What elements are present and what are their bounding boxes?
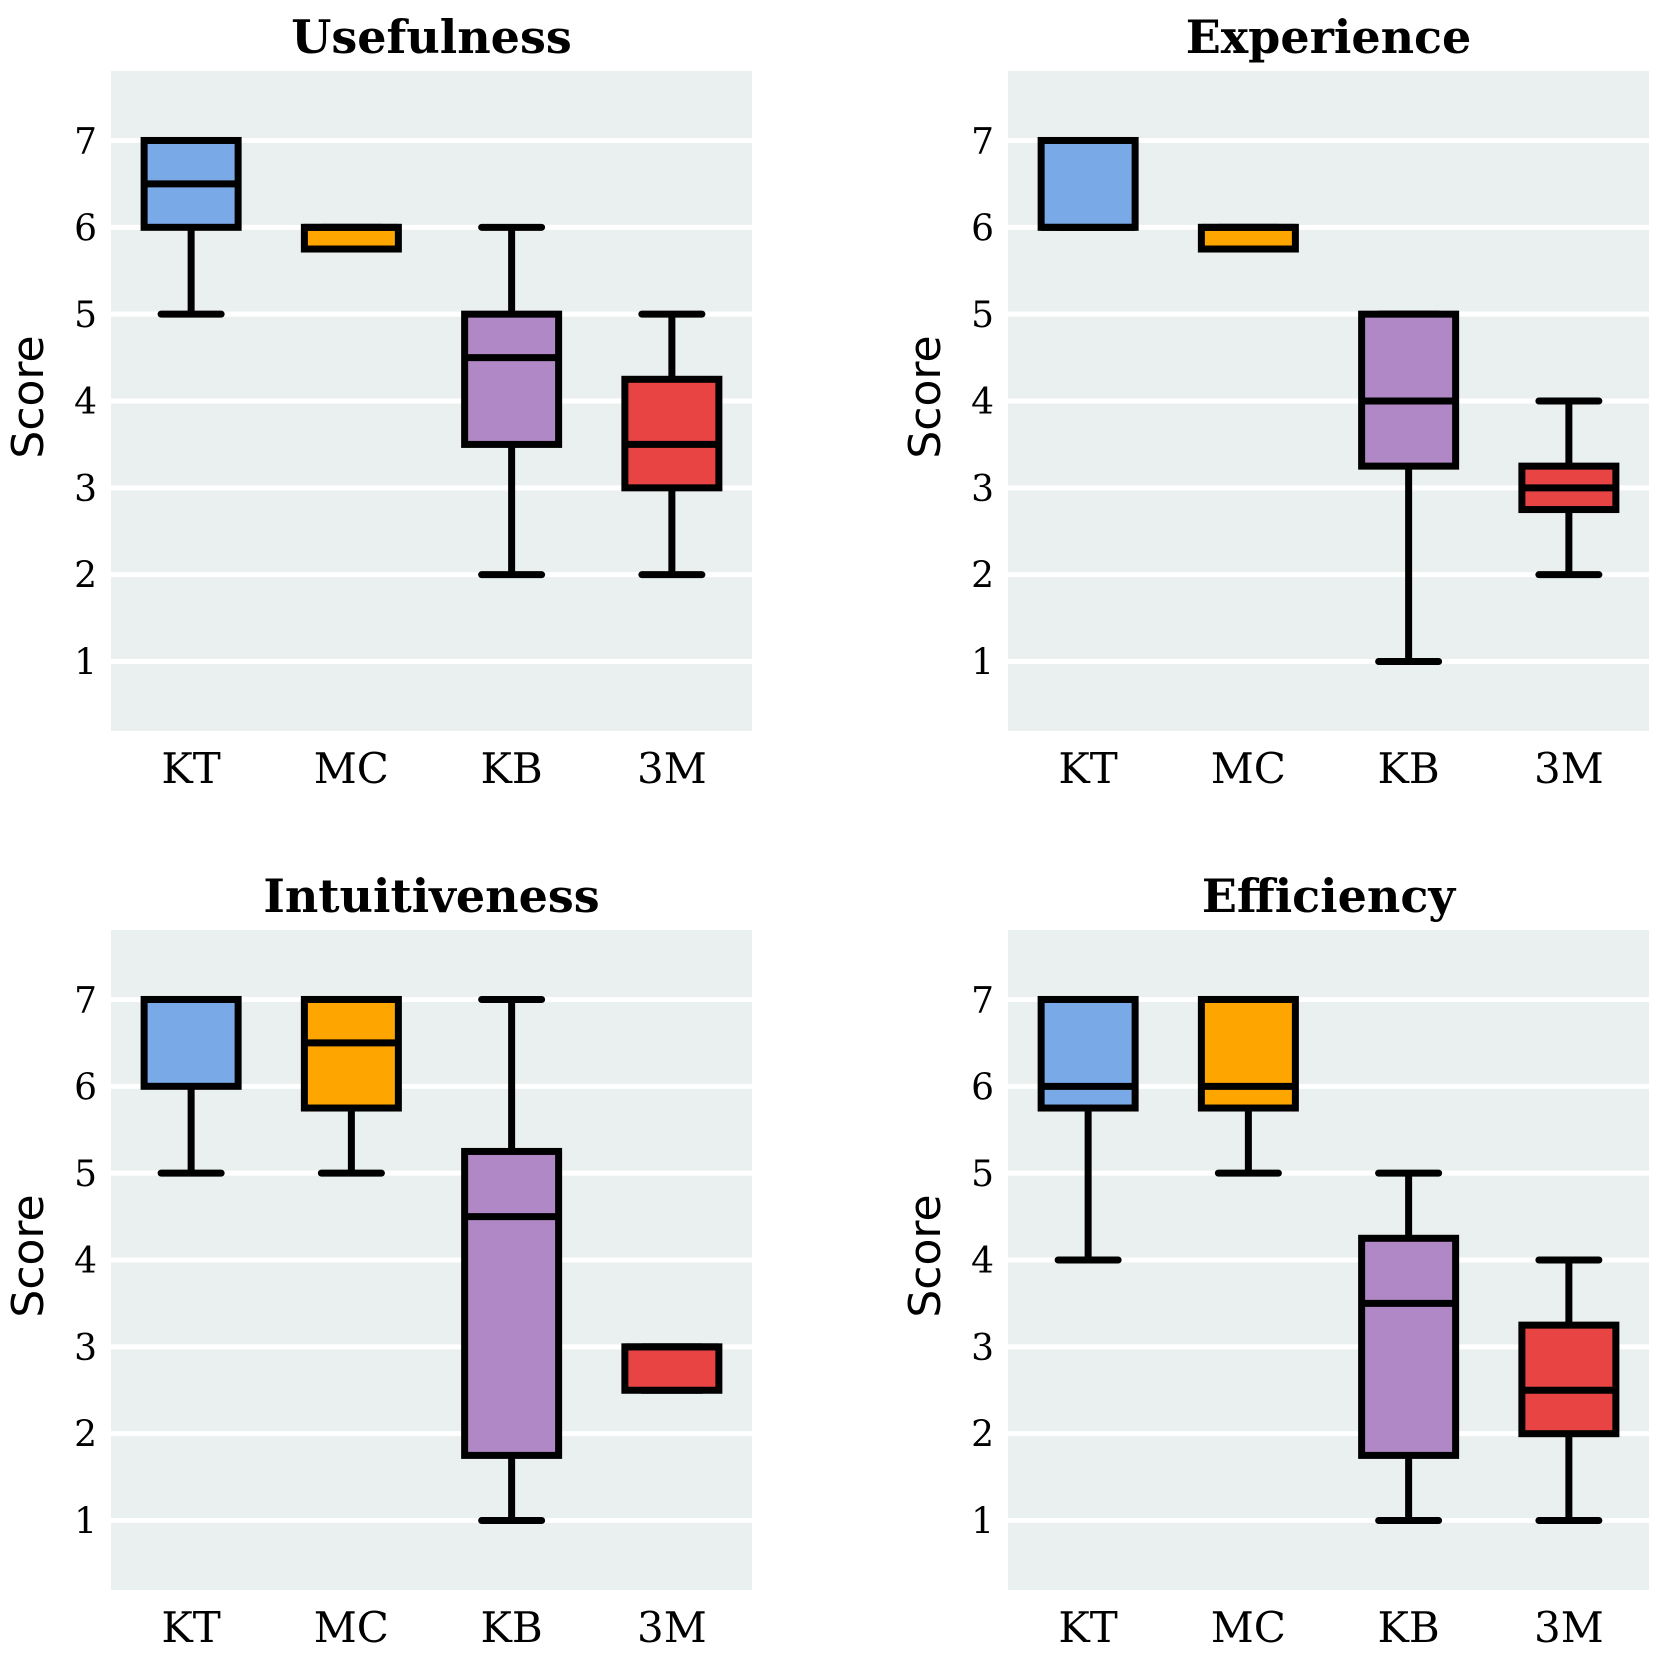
box-kt bbox=[1037, 136, 1139, 231]
y-tick-label: 5 bbox=[971, 295, 994, 336]
y-axis-label: Score bbox=[3, 1194, 54, 1317]
y-tick-label: 5 bbox=[74, 295, 97, 336]
y-tick-label: 4 bbox=[74, 1241, 97, 1282]
y-axis-label: Score bbox=[3, 335, 54, 458]
x-tick-label: KB bbox=[481, 1603, 543, 1652]
box-3m bbox=[1518, 397, 1620, 579]
box-body bbox=[1197, 995, 1299, 1112]
x-tick-label: MC bbox=[314, 1603, 389, 1652]
y-tick-label: 5 bbox=[74, 1154, 97, 1195]
chart-panel-efficiency: 1 2 3 4 5 6 7 KT MC KB 3M Efficiency Score bbox=[900, 869, 1649, 1652]
y-axis-label: Score bbox=[900, 335, 951, 458]
y-tick-label: 2 bbox=[74, 1415, 97, 1456]
y-tick-label: 6 bbox=[74, 208, 97, 249]
box-kb bbox=[1358, 1169, 1460, 1525]
y-tick-label: 6 bbox=[971, 208, 994, 249]
panel-title: Experience bbox=[1186, 10, 1472, 64]
y-tick-label: 3 bbox=[74, 1328, 97, 1369]
box-mc bbox=[300, 223, 402, 253]
box-body bbox=[1518, 1321, 1620, 1438]
y-tick-label: 7 bbox=[74, 980, 97, 1021]
x-tick-label: KT bbox=[1058, 1603, 1117, 1652]
panel-title: Efficiency bbox=[1202, 869, 1456, 923]
box-kb bbox=[461, 223, 563, 579]
box-mc bbox=[1197, 995, 1299, 1177]
y-tick-label: 1 bbox=[74, 1502, 97, 1543]
y-tick-label: 5 bbox=[971, 1154, 994, 1195]
panel-title: Intuitiveness bbox=[263, 869, 599, 923]
chart-panel-experience: 1 2 3 4 5 6 7 KT MC KB 3M Experience Score bbox=[900, 10, 1649, 793]
box-mc bbox=[1197, 223, 1299, 253]
y-tick-label: 1 bbox=[74, 643, 97, 684]
box-kt bbox=[140, 995, 242, 1177]
box-body bbox=[461, 1147, 563, 1459]
box-body bbox=[1037, 995, 1139, 1112]
box-body bbox=[1358, 1234, 1460, 1459]
x-tick-label: 3M bbox=[637, 1603, 707, 1652]
box-3m bbox=[1518, 1256, 1620, 1525]
box-3m bbox=[621, 1343, 723, 1394]
x-tick-label: KT bbox=[161, 1603, 220, 1652]
x-tick-label: KT bbox=[1058, 744, 1117, 793]
y-tick-label: 2 bbox=[971, 556, 994, 597]
x-tick-label: KT bbox=[161, 744, 220, 793]
x-tick-label: 3M bbox=[1534, 744, 1604, 793]
y-axis-label: Score bbox=[900, 1194, 951, 1317]
x-tick-label: 3M bbox=[637, 744, 707, 793]
box-kt bbox=[1037, 995, 1139, 1264]
x-tick-label: MC bbox=[314, 744, 389, 793]
panel-title: Usefulness bbox=[291, 10, 572, 64]
y-tick-label: 1 bbox=[971, 643, 994, 684]
y-tick-label: 6 bbox=[74, 1067, 97, 1108]
y-tick-label: 2 bbox=[74, 556, 97, 597]
box-body bbox=[140, 995, 242, 1090]
box-mc bbox=[300, 995, 402, 1177]
x-tick-label: 3M bbox=[1534, 1603, 1604, 1652]
chart-panel-usefulness: 1 2 3 4 5 6 7 KT MC KB 3M Usefulness Score bbox=[3, 10, 752, 793]
y-tick-label: 3 bbox=[971, 469, 994, 510]
y-tick-label: 3 bbox=[74, 469, 97, 510]
chart-panel-intuitiveness: 1 2 3 4 5 6 7 KT MC KB 3M Intuitiveness Score bbox=[3, 869, 752, 1652]
box-kt bbox=[140, 136, 242, 318]
y-tick-label: 1 bbox=[971, 1502, 994, 1543]
y-tick-label: 3 bbox=[971, 1328, 994, 1369]
box-body bbox=[300, 995, 402, 1112]
x-tick-label: KB bbox=[481, 744, 543, 793]
x-tick-label: MC bbox=[1211, 1603, 1286, 1652]
box-3m bbox=[621, 310, 723, 579]
y-tick-label: 2 bbox=[971, 1415, 994, 1456]
box-body bbox=[621, 375, 723, 492]
x-tick-label: KB bbox=[1378, 744, 1440, 793]
y-tick-label: 6 bbox=[971, 1067, 994, 1108]
x-tick-label: KB bbox=[1378, 1603, 1440, 1652]
box-kb bbox=[461, 995, 563, 1525]
box-body bbox=[461, 310, 563, 448]
y-tick-label: 4 bbox=[971, 382, 994, 423]
x-tick-label: MC bbox=[1211, 744, 1286, 793]
y-tick-label: 7 bbox=[971, 121, 994, 162]
box-body bbox=[1037, 136, 1139, 231]
box-body bbox=[1358, 310, 1460, 470]
y-tick-label: 4 bbox=[971, 1241, 994, 1282]
y-tick-label: 4 bbox=[74, 382, 97, 423]
y-tick-label: 7 bbox=[74, 121, 97, 162]
box-kb bbox=[1358, 310, 1460, 666]
box-body bbox=[621, 1343, 723, 1394]
y-tick-label: 7 bbox=[971, 980, 994, 1021]
